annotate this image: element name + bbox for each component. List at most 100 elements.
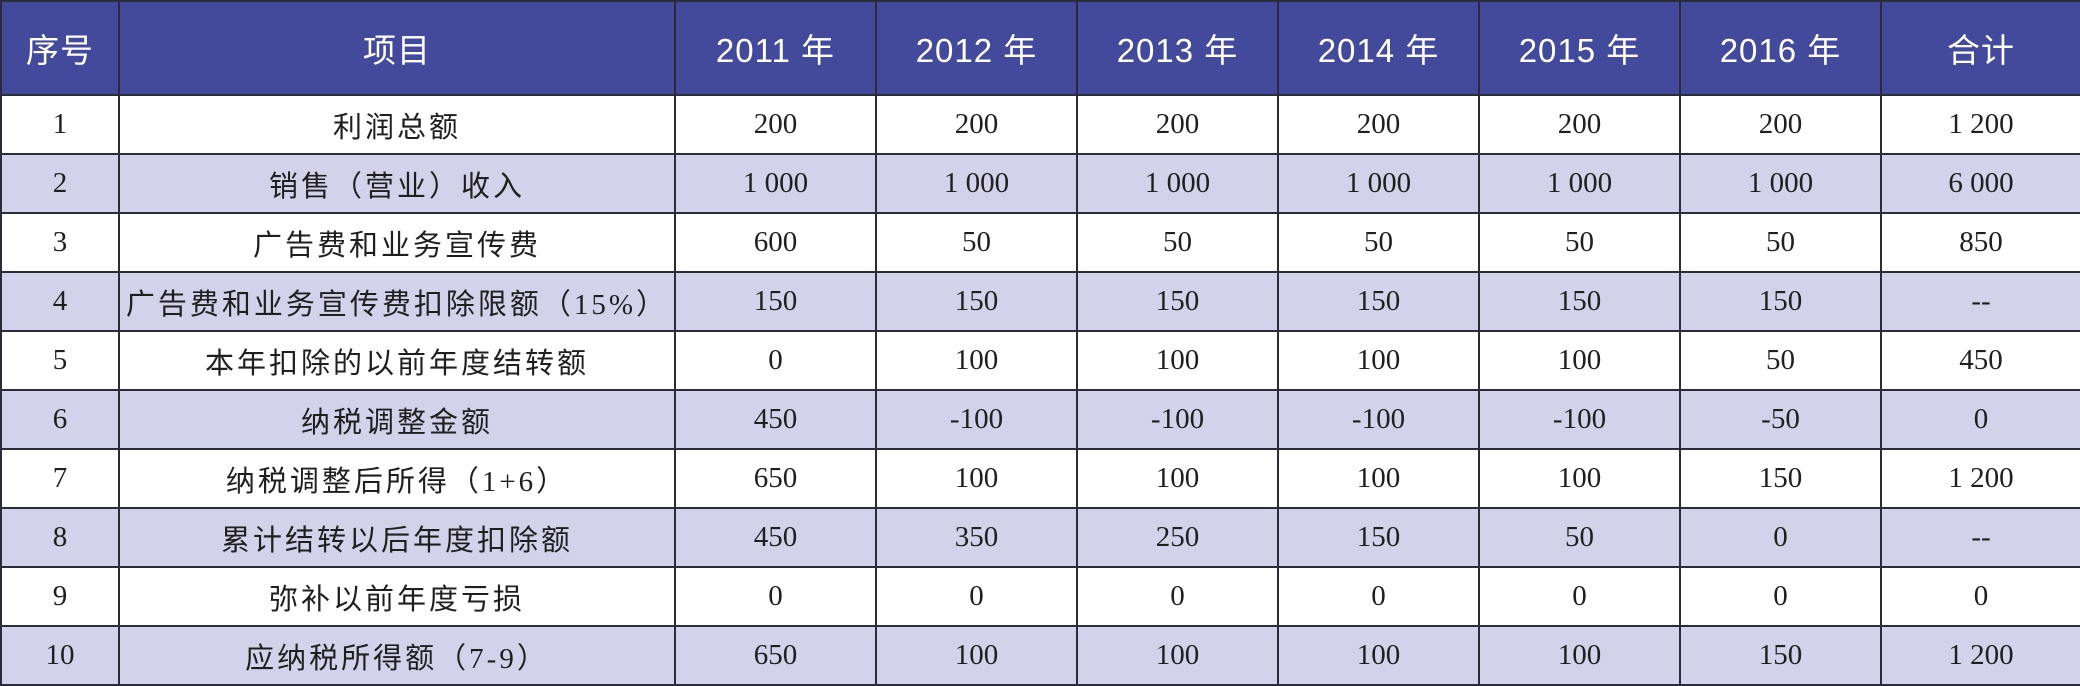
value-2016-cell: -50 bbox=[1679, 389, 1882, 450]
table-row: 10 应纳税所得额（7-9） 650 100 100 100 100 150 1 200 bbox=[0, 625, 2080, 686]
value-2015-cell: 50 bbox=[1478, 507, 1681, 568]
value-2016-cell: 150 bbox=[1679, 625, 1882, 686]
value-2011-cell: 0 bbox=[674, 566, 877, 627]
header-year-2012: 2012 年 bbox=[875, 0, 1078, 96]
table-row: 8 累计结转以后年度扣除额 450 350 250 150 50 0 -- bbox=[0, 507, 2080, 568]
table-body: 1 利润总额 200 200 200 200 200 200 1 200 2 销售（营业）收入 1 0… bbox=[0, 94, 2080, 686]
value-2014-cell: 100 bbox=[1277, 448, 1480, 509]
table-row: 5 本年扣除的以前年度结转额 0 100 100 100 100 50 450 bbox=[0, 330, 2080, 391]
value-2016-cell: 0 bbox=[1679, 507, 1882, 568]
value-2016-cell: 150 bbox=[1679, 271, 1882, 332]
value-2011-cell: 600 bbox=[674, 212, 877, 273]
total-cell: -- bbox=[1880, 271, 2080, 332]
value-2015-cell: 200 bbox=[1478, 94, 1681, 155]
total-cell: 6 000 bbox=[1880, 153, 2080, 214]
value-2012-cell: 150 bbox=[875, 271, 1078, 332]
row-index-cell: 2 bbox=[0, 153, 120, 214]
value-2013-cell: 150 bbox=[1076, 271, 1279, 332]
row-index-cell: 1 bbox=[0, 94, 120, 155]
item-cell: 销售（营业）收入 bbox=[118, 153, 676, 214]
header-year-2016: 2016 年 bbox=[1679, 0, 1882, 96]
row-index-cell: 5 bbox=[0, 330, 120, 391]
value-2013-cell: 100 bbox=[1076, 448, 1279, 509]
table-row: 7 纳税调整后所得（1+6） 650 100 100 100 100 150 1 200 bbox=[0, 448, 2080, 509]
value-2015-cell: 150 bbox=[1478, 271, 1681, 332]
value-2015-cell: 100 bbox=[1478, 625, 1681, 686]
value-2014-cell: 150 bbox=[1277, 507, 1480, 568]
total-cell: 0 bbox=[1880, 389, 2080, 450]
header-item: 项目 bbox=[118, 0, 676, 96]
value-2014-cell: 200 bbox=[1277, 94, 1480, 155]
item-cell: 累计结转以后年度扣除额 bbox=[118, 507, 676, 568]
item-cell: 广告费和业务宣传费 bbox=[118, 212, 676, 273]
header-row: 序号 项目 2011 年 2012 年 2013 年 2014 年 2015 年… bbox=[0, 0, 2080, 96]
value-2013-cell: 200 bbox=[1076, 94, 1279, 155]
row-index-cell: 7 bbox=[0, 448, 120, 509]
value-2015-cell: 50 bbox=[1478, 212, 1681, 273]
total-cell: 1 200 bbox=[1880, 94, 2080, 155]
row-index-cell: 10 bbox=[0, 625, 120, 686]
value-2013-cell: 50 bbox=[1076, 212, 1279, 273]
row-index-cell: 6 bbox=[0, 389, 120, 450]
header-year-2013: 2013 年 bbox=[1076, 0, 1279, 96]
value-2011-cell: 450 bbox=[674, 507, 877, 568]
value-2012-cell: 0 bbox=[875, 566, 1078, 627]
table-header: 序号 项目 2011 年 2012 年 2013 年 2014 年 2015 年… bbox=[0, 0, 2080, 96]
header-year-2015: 2015 年 bbox=[1478, 0, 1681, 96]
value-2013-cell: 1 000 bbox=[1076, 153, 1279, 214]
header-year-2014: 2014 年 bbox=[1277, 0, 1480, 96]
value-2011-cell: 450 bbox=[674, 389, 877, 450]
value-2012-cell: 100 bbox=[875, 330, 1078, 391]
value-2011-cell: 200 bbox=[674, 94, 877, 155]
value-2014-cell: 0 bbox=[1277, 566, 1480, 627]
item-cell: 广告费和业务宣传费扣除限额（15%） bbox=[118, 271, 676, 332]
value-2011-cell: 1 000 bbox=[674, 153, 877, 214]
row-index-cell: 3 bbox=[0, 212, 120, 273]
total-cell: 1 200 bbox=[1880, 448, 2080, 509]
value-2011-cell: 650 bbox=[674, 625, 877, 686]
value-2012-cell: 100 bbox=[875, 448, 1078, 509]
value-2012-cell: 350 bbox=[875, 507, 1078, 568]
table-row: 2 销售（营业）收入 1 000 1 000 1 000 1 000 1 000 1 000 6… bbox=[0, 153, 2080, 214]
value-2011-cell: 0 bbox=[674, 330, 877, 391]
value-2012-cell: 200 bbox=[875, 94, 1078, 155]
value-2014-cell: 1 000 bbox=[1277, 153, 1480, 214]
row-index-cell: 9 bbox=[0, 566, 120, 627]
value-2015-cell: 0 bbox=[1478, 566, 1681, 627]
value-2011-cell: 150 bbox=[674, 271, 877, 332]
value-2013-cell: -100 bbox=[1076, 389, 1279, 450]
table-row: 3 广告费和业务宣传费 600 50 50 50 50 50 850 bbox=[0, 212, 2080, 273]
value-2012-cell: 50 bbox=[875, 212, 1078, 273]
total-cell: 850 bbox=[1880, 212, 2080, 273]
item-cell: 纳税调整金额 bbox=[118, 389, 676, 450]
table-row: 4 广告费和业务宣传费扣除限额（15%） 150 150 150 150 150 150 -- bbox=[0, 271, 2080, 332]
item-cell: 本年扣除的以前年度结转额 bbox=[118, 330, 676, 391]
value-2013-cell: 100 bbox=[1076, 330, 1279, 391]
header-year-2011: 2011 年 bbox=[674, 0, 877, 96]
item-cell: 纳税调整后所得（1+6） bbox=[118, 448, 676, 509]
value-2016-cell: 0 bbox=[1679, 566, 1882, 627]
value-2015-cell: 100 bbox=[1478, 330, 1681, 391]
total-cell: 0 bbox=[1880, 566, 2080, 627]
table-row: 6 纳税调整金额 450 -100 -100 -100 -100 -50 0 bbox=[0, 389, 2080, 450]
total-cell: 450 bbox=[1880, 330, 2080, 391]
row-index-cell: 4 bbox=[0, 271, 120, 332]
value-2016-cell: 50 bbox=[1679, 330, 1882, 391]
row-index-cell: 8 bbox=[0, 507, 120, 568]
value-2014-cell: 150 bbox=[1277, 271, 1480, 332]
table-row: 9 弥补以前年度亏损 0 0 0 0 0 0 0 bbox=[0, 566, 2080, 627]
value-2011-cell: 650 bbox=[674, 448, 877, 509]
value-2014-cell: 50 bbox=[1277, 212, 1480, 273]
value-2015-cell: 100 bbox=[1478, 448, 1681, 509]
item-cell: 利润总额 bbox=[118, 94, 676, 155]
value-2016-cell: 1 000 bbox=[1679, 153, 1882, 214]
value-2012-cell: 100 bbox=[875, 625, 1078, 686]
value-2013-cell: 0 bbox=[1076, 566, 1279, 627]
value-2012-cell: -100 bbox=[875, 389, 1078, 450]
value-2013-cell: 250 bbox=[1076, 507, 1279, 568]
header-index: 序号 bbox=[0, 0, 120, 96]
value-2016-cell: 200 bbox=[1679, 94, 1882, 155]
table-row: 1 利润总额 200 200 200 200 200 200 1 200 bbox=[0, 94, 2080, 155]
value-2016-cell: 150 bbox=[1679, 448, 1882, 509]
